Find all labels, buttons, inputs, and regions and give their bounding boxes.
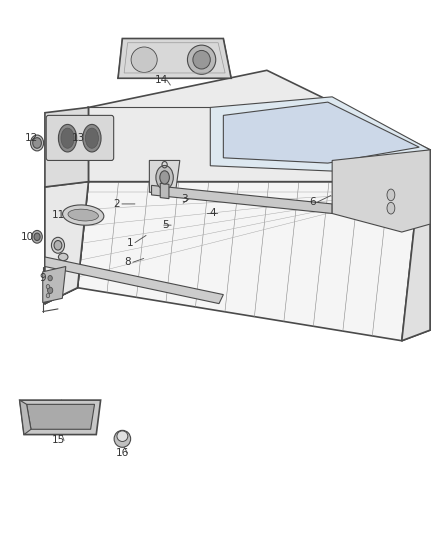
Text: 13: 13 bbox=[72, 133, 85, 143]
Text: 16: 16 bbox=[116, 448, 129, 458]
Text: 1: 1 bbox=[127, 238, 133, 248]
Text: 11: 11 bbox=[51, 210, 64, 220]
Text: 9: 9 bbox=[39, 273, 46, 283]
Ellipse shape bbox=[83, 124, 101, 152]
Polygon shape bbox=[223, 102, 419, 163]
Ellipse shape bbox=[193, 51, 210, 69]
Polygon shape bbox=[149, 160, 180, 192]
Text: 6: 6 bbox=[309, 197, 316, 207]
Ellipse shape bbox=[58, 253, 68, 261]
Ellipse shape bbox=[160, 171, 170, 184]
Ellipse shape bbox=[131, 47, 157, 72]
Polygon shape bbox=[78, 182, 419, 341]
Ellipse shape bbox=[387, 189, 395, 201]
Ellipse shape bbox=[54, 240, 62, 250]
Ellipse shape bbox=[68, 209, 99, 221]
Ellipse shape bbox=[156, 165, 173, 189]
Polygon shape bbox=[45, 257, 223, 304]
Text: 15: 15 bbox=[52, 435, 65, 446]
Ellipse shape bbox=[387, 203, 395, 214]
Ellipse shape bbox=[187, 45, 216, 74]
Ellipse shape bbox=[51, 237, 64, 253]
Polygon shape bbox=[27, 405, 95, 429]
Text: 5: 5 bbox=[162, 220, 169, 230]
FancyBboxPatch shape bbox=[46, 115, 114, 160]
Polygon shape bbox=[20, 400, 31, 434]
Polygon shape bbox=[88, 70, 430, 182]
Ellipse shape bbox=[48, 276, 52, 281]
Polygon shape bbox=[152, 185, 332, 214]
Ellipse shape bbox=[34, 233, 40, 240]
Ellipse shape bbox=[33, 138, 42, 148]
Polygon shape bbox=[45, 108, 88, 187]
Polygon shape bbox=[210, 97, 430, 171]
Ellipse shape bbox=[47, 287, 53, 294]
Text: 12: 12 bbox=[25, 133, 38, 143]
Ellipse shape bbox=[46, 294, 49, 298]
Polygon shape bbox=[402, 150, 430, 341]
Ellipse shape bbox=[58, 124, 77, 152]
Polygon shape bbox=[160, 183, 169, 199]
Ellipse shape bbox=[46, 285, 49, 289]
Polygon shape bbox=[43, 266, 66, 303]
Polygon shape bbox=[332, 150, 430, 232]
Ellipse shape bbox=[31, 135, 44, 151]
Ellipse shape bbox=[85, 128, 99, 148]
Text: 8: 8 bbox=[124, 257, 131, 267]
Ellipse shape bbox=[61, 128, 74, 148]
Text: 14: 14 bbox=[155, 75, 168, 85]
Polygon shape bbox=[45, 182, 88, 304]
Ellipse shape bbox=[63, 205, 104, 225]
Text: 2: 2 bbox=[113, 199, 120, 209]
Ellipse shape bbox=[117, 431, 128, 441]
Ellipse shape bbox=[114, 430, 131, 447]
Text: 10: 10 bbox=[21, 232, 34, 242]
Ellipse shape bbox=[32, 230, 42, 243]
Text: 4: 4 bbox=[209, 208, 216, 219]
Polygon shape bbox=[20, 400, 101, 434]
Text: 3: 3 bbox=[181, 193, 187, 204]
Polygon shape bbox=[118, 38, 231, 78]
